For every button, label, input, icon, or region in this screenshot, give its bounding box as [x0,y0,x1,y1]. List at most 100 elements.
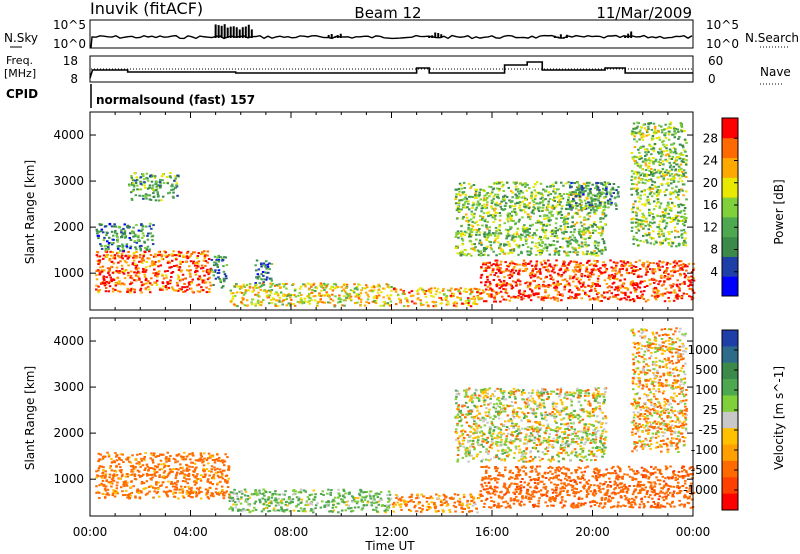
data-cell [632,132,635,135]
data-cell [459,254,463,257]
data-cell [548,223,551,226]
data-cell [269,282,272,285]
data-cell [542,204,545,207]
data-cell [148,265,152,268]
data-cell [146,238,150,241]
data-cell [139,249,143,252]
data-cell [681,265,685,268]
data-cell [130,469,134,471]
data-cell [590,263,593,266]
data-cell [139,180,142,183]
data-cell [511,205,514,208]
data-cell [325,291,328,294]
data-cell [112,279,116,281]
data-cell [137,234,140,237]
data-cell [482,254,485,256]
data-cell [536,246,539,249]
data-cell [195,482,198,484]
data-cell [204,260,208,263]
data-cell [580,273,583,276]
data-cell [511,268,514,271]
data-cell [455,217,459,220]
data-cell [412,294,415,297]
data-cell [524,198,527,201]
data-cell [235,503,238,506]
data-cell [116,240,119,243]
data-cell [600,200,603,203]
data-cell [603,271,607,274]
data-cell [603,201,607,204]
data-cell [528,283,532,286]
data-cell [677,130,680,133]
data-cell [605,192,609,195]
data-cell [525,295,528,297]
data-cell [634,171,637,174]
data-cell [486,278,489,281]
data-cell [683,149,686,152]
data-cell [560,299,563,302]
data-cell [101,282,105,285]
data-cell [219,281,223,284]
data-cell [668,291,671,294]
data-cell [386,294,389,297]
data-cell [662,213,666,216]
data-cell [259,288,263,291]
data-cell [103,476,107,479]
data-cell [445,297,448,300]
data-cell [603,291,606,294]
data-cell [658,205,662,208]
data-cell [677,286,680,289]
data-cell [608,285,611,288]
data-cell [502,281,505,284]
data-cell [197,492,201,495]
data-cell [675,152,678,155]
data-cell [113,257,117,260]
data-cell [658,234,661,237]
data-cell [337,301,340,304]
data-cell [516,296,520,299]
data-cell [185,467,189,470]
data-cell [659,189,662,192]
data-cell [349,295,353,298]
data-cell [637,229,641,232]
data-cell [464,196,467,199]
data-cell [595,209,598,212]
data-cell [647,188,650,191]
data-cell [159,287,162,290]
data-cell [278,296,282,299]
data-cell [459,233,463,235]
data-cell [673,205,676,208]
data-cell [564,251,568,254]
data-cell [677,165,681,168]
data-cell [659,243,662,246]
data-cell [131,190,135,192]
data-cell [666,276,670,279]
data-cell [190,461,193,464]
data-cell [306,301,310,304]
data-cell [107,247,110,250]
data-cell [105,234,108,237]
data-cell [430,294,433,297]
data-cell [150,284,154,286]
data-cell [97,467,101,470]
data-cell [538,268,542,271]
data-cell [101,269,104,272]
data-cell [359,292,363,295]
data-cell [95,254,99,257]
data-cell [178,252,181,255]
data-cell [270,289,274,291]
data-cell [588,189,592,191]
data-cell [529,272,533,275]
data-cell [685,163,688,166]
data-cell [645,267,648,270]
data-cell [581,233,584,236]
data-cell [663,171,667,174]
data-cell [478,191,481,194]
data-cell [690,275,693,278]
data-cell [123,232,126,235]
data-cell [586,187,589,190]
data-cell [178,255,181,258]
data-cell [262,264,265,267]
data-cell [364,291,368,294]
